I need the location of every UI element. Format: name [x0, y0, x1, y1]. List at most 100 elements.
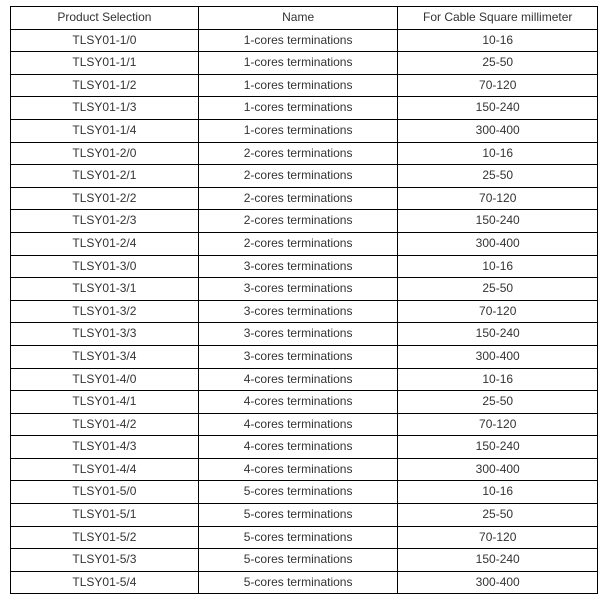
- table-cell: 2-cores terminations: [198, 232, 398, 255]
- table-cell: 2-cores terminations: [198, 187, 398, 210]
- table-cell: 10-16: [398, 368, 598, 391]
- table-cell: TLSY01-4/3: [11, 436, 199, 459]
- table-container: Product Selection Name For Cable Square …: [0, 0, 608, 600]
- table-cell: 1-cores terminations: [198, 52, 398, 75]
- table-cell: 3-cores terminations: [198, 345, 398, 368]
- table-cell: 2-cores terminations: [198, 142, 398, 165]
- table-row: TLSY01-4/14-cores terminations25-50: [11, 391, 598, 414]
- table-row: TLSY01-1/11-cores terminations25-50: [11, 52, 598, 75]
- table-cell: TLSY01-5/3: [11, 549, 199, 572]
- table-row: TLSY01-2/02-cores terminations10-16: [11, 142, 598, 165]
- header-row: Product Selection Name For Cable Square …: [11, 7, 598, 30]
- table-cell: 4-cores terminations: [198, 458, 398, 481]
- table-cell: TLSY01-3/1: [11, 278, 199, 301]
- table-row: TLSY01-1/01-cores terminations10-16: [11, 29, 598, 52]
- table-cell: 5-cores terminations: [198, 571, 398, 594]
- table-row: TLSY01-1/41-cores terminations300-400: [11, 119, 598, 142]
- table-head: Product Selection Name For Cable Square …: [11, 7, 598, 30]
- table-cell: 2-cores terminations: [198, 210, 398, 233]
- table-cell: 70-120: [398, 74, 598, 97]
- table-cell: 3-cores terminations: [198, 278, 398, 301]
- table-cell: 5-cores terminations: [198, 526, 398, 549]
- table-row: TLSY01-5/25-cores terminations70-120: [11, 526, 598, 549]
- table-cell: 25-50: [398, 391, 598, 414]
- table-cell: 150-240: [398, 549, 598, 572]
- table-cell: TLSY01-2/4: [11, 232, 199, 255]
- table-cell: 5-cores terminations: [198, 549, 398, 572]
- table-cell: 1-cores terminations: [198, 119, 398, 142]
- table-row: TLSY01-2/12-cores terminations25-50: [11, 165, 598, 188]
- table-cell: TLSY01-5/2: [11, 526, 199, 549]
- table-row: TLSY01-1/31-cores terminations150-240: [11, 97, 598, 120]
- table-cell: TLSY01-3/4: [11, 345, 199, 368]
- table-cell: TLSY01-2/2: [11, 187, 199, 210]
- table-row: TLSY01-4/24-cores terminations70-120: [11, 413, 598, 436]
- table-cell: TLSY01-2/3: [11, 210, 199, 233]
- table-row: TLSY01-4/34-cores terminations150-240: [11, 436, 598, 459]
- table-cell: TLSY01-2/1: [11, 165, 199, 188]
- table-cell: 1-cores terminations: [198, 74, 398, 97]
- table-cell: 150-240: [398, 323, 598, 346]
- table-cell: TLSY01-4/4: [11, 458, 199, 481]
- table-cell: 300-400: [398, 119, 598, 142]
- table-cell: 3-cores terminations: [198, 255, 398, 278]
- table-cell: 2-cores terminations: [198, 165, 398, 188]
- table-row: TLSY01-3/33-cores terminations150-240: [11, 323, 598, 346]
- table-cell: 150-240: [398, 97, 598, 120]
- table-cell: 70-120: [398, 187, 598, 210]
- table-cell: 300-400: [398, 345, 598, 368]
- table-row: TLSY01-5/35-cores terminations150-240: [11, 549, 598, 572]
- table-cell: 300-400: [398, 571, 598, 594]
- table-cell: TLSY01-1/2: [11, 74, 199, 97]
- table-cell: 10-16: [398, 481, 598, 504]
- table-row: TLSY01-5/05-cores terminations10-16: [11, 481, 598, 504]
- table-row: TLSY01-1/21-cores terminations70-120: [11, 74, 598, 97]
- table-cell: 300-400: [398, 458, 598, 481]
- table-cell: 70-120: [398, 413, 598, 436]
- table-cell: TLSY01-5/4: [11, 571, 199, 594]
- table-cell: 5-cores terminations: [198, 504, 398, 527]
- table-cell: 300-400: [398, 232, 598, 255]
- table-cell: 4-cores terminations: [198, 436, 398, 459]
- table-cell: TLSY01-1/4: [11, 119, 199, 142]
- table-cell: TLSY01-5/0: [11, 481, 199, 504]
- table-row: TLSY01-4/44-cores terminations300-400: [11, 458, 598, 481]
- table-cell: TLSY01-4/2: [11, 413, 199, 436]
- table-row: TLSY01-5/15-cores terminations25-50: [11, 504, 598, 527]
- table-row: TLSY01-2/22-cores terminations70-120: [11, 187, 598, 210]
- table-cell: 25-50: [398, 278, 598, 301]
- product-table: Product Selection Name For Cable Square …: [10, 6, 598, 594]
- table-cell: TLSY01-3/0: [11, 255, 199, 278]
- table-cell: TLSY01-1/0: [11, 29, 199, 52]
- table-row: TLSY01-3/13-cores terminations25-50: [11, 278, 598, 301]
- table-cell: TLSY01-1/1: [11, 52, 199, 75]
- table-cell: 10-16: [398, 29, 598, 52]
- table-cell: 1-cores terminations: [198, 29, 398, 52]
- table-row: TLSY01-5/45-cores terminations300-400: [11, 571, 598, 594]
- table-cell: 10-16: [398, 255, 598, 278]
- table-cell: 70-120: [398, 526, 598, 549]
- table-cell: 25-50: [398, 504, 598, 527]
- table-body: TLSY01-1/01-cores terminations10-16TLSY0…: [11, 29, 598, 594]
- table-row: TLSY01-4/04-cores terminations10-16: [11, 368, 598, 391]
- table-cell: 4-cores terminations: [198, 368, 398, 391]
- table-cell: 25-50: [398, 165, 598, 188]
- table-cell: 25-50: [398, 52, 598, 75]
- col-header-cable: For Cable Square millimeter: [398, 7, 598, 30]
- table-cell: 150-240: [398, 436, 598, 459]
- table-cell: 1-cores terminations: [198, 97, 398, 120]
- table-cell: 3-cores terminations: [198, 323, 398, 346]
- table-cell: 70-120: [398, 300, 598, 323]
- table-row: TLSY01-3/23-cores terminations70-120: [11, 300, 598, 323]
- table-cell: TLSY01-5/1: [11, 504, 199, 527]
- table-cell: TLSY01-2/0: [11, 142, 199, 165]
- table-row: TLSY01-3/43-cores terminations300-400: [11, 345, 598, 368]
- table-cell: 4-cores terminations: [198, 391, 398, 414]
- table-cell: 150-240: [398, 210, 598, 233]
- table-cell: 5-cores terminations: [198, 481, 398, 504]
- table-cell: TLSY01-4/0: [11, 368, 199, 391]
- table-row: TLSY01-2/32-cores terminations150-240: [11, 210, 598, 233]
- table-row: TLSY01-2/42-cores terminations300-400: [11, 232, 598, 255]
- table-row: TLSY01-3/03-cores terminations10-16: [11, 255, 598, 278]
- table-cell: 3-cores terminations: [198, 300, 398, 323]
